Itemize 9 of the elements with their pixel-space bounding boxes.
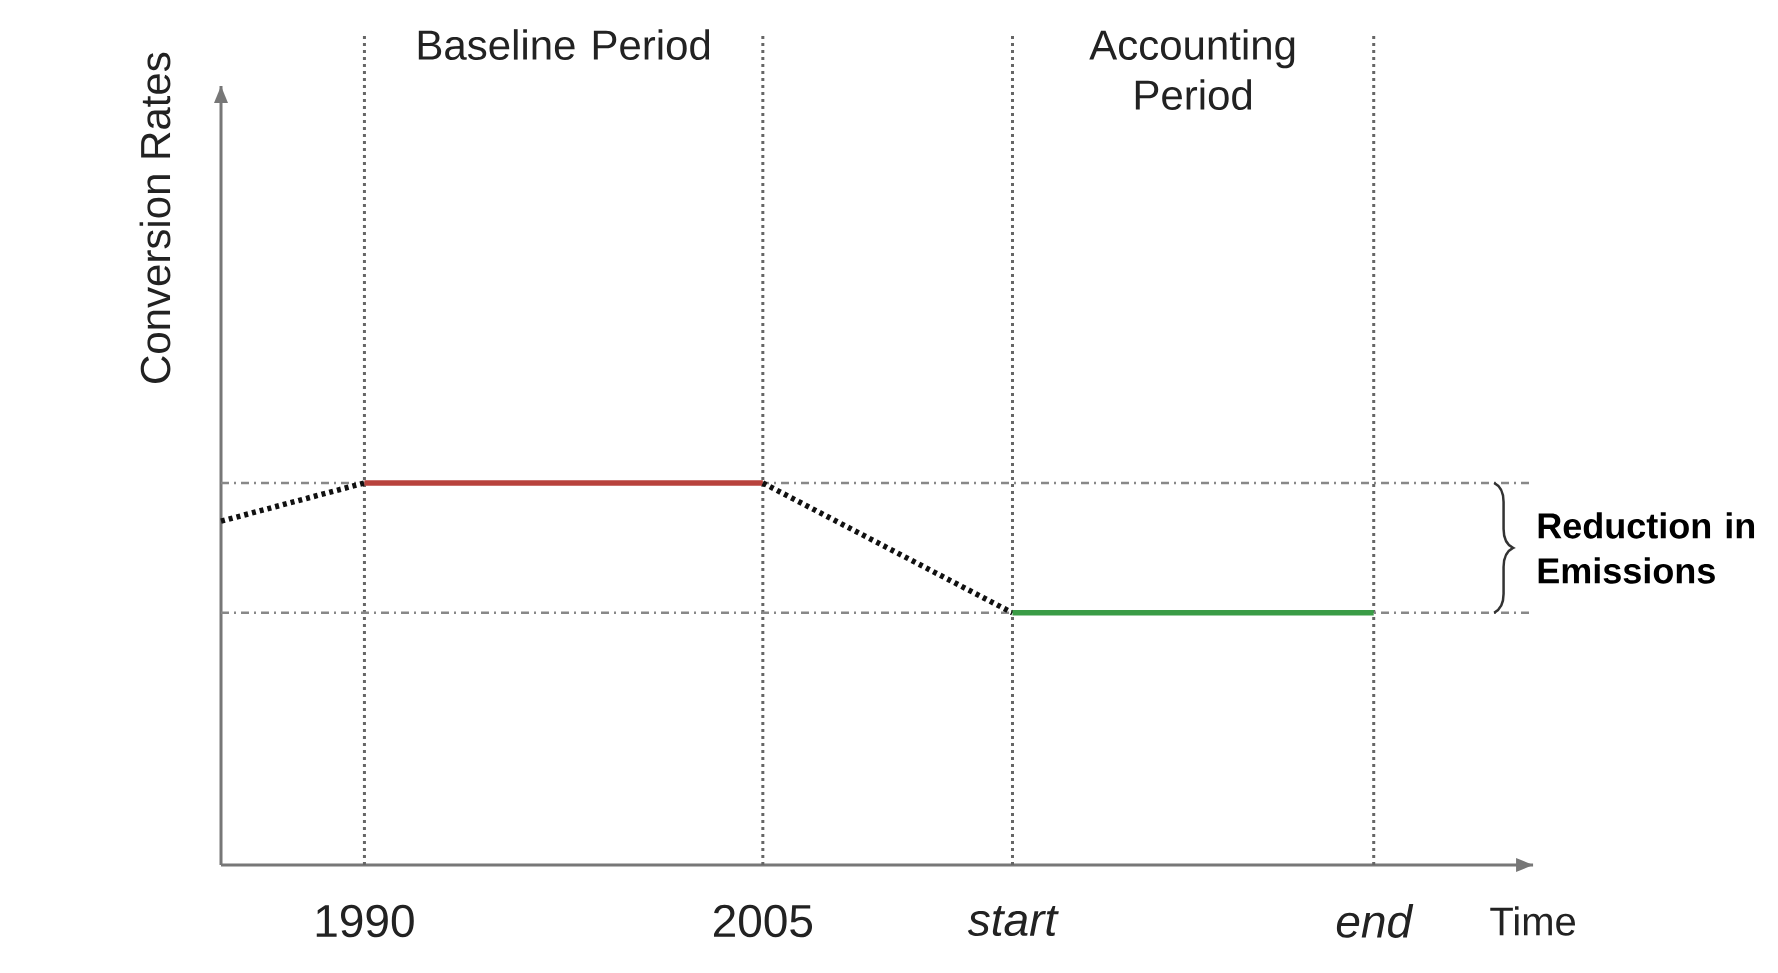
text: Baseline Period xyxy=(418,29,710,61)
x-tick-label: end xyxy=(1336,904,1414,938)
x-tick-label: 2005 xyxy=(713,904,813,938)
text: Reduction in Emissions xyxy=(1538,512,1755,584)
x-axis-title: Time xyxy=(1490,906,1575,936)
text: Accounting Period xyxy=(1089,29,1295,111)
x-tick-label: 1990 xyxy=(316,904,414,938)
x-tick-label: start xyxy=(967,905,1059,937)
y-axis-title: Conversion Rates xyxy=(139,52,171,383)
